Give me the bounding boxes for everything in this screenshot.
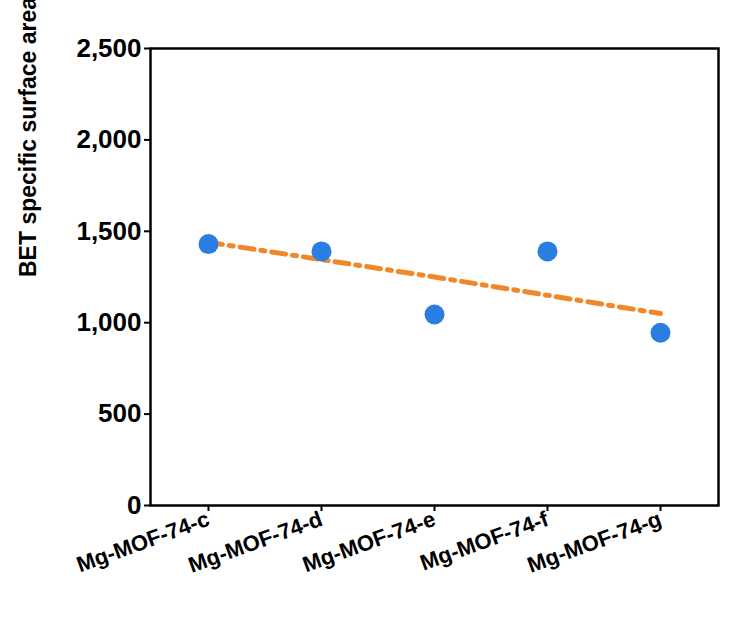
svg-text:Mg-MOF-74-e: Mg-MOF-74-e [299, 506, 438, 577]
svg-text:Mg-MOF-74-c: Mg-MOF-74-c [73, 506, 213, 578]
svg-text:Mg-MOF-74-d: Mg-MOF-74-d [185, 506, 326, 578]
svg-text:Mg-MOF-74-f: Mg-MOF-74-f [416, 506, 552, 576]
svg-text:BET specific surface area(m²/g: BET specific surface area(m²/g) [15, 0, 41, 277]
svg-text:1,500: 1,500 [76, 216, 141, 246]
svg-text:500: 500 [98, 398, 141, 428]
svg-text:0: 0 [127, 490, 141, 520]
svg-text:2,000: 2,000 [76, 124, 141, 154]
svg-text:1,000: 1,000 [76, 307, 141, 337]
svg-text:2,500: 2,500 [76, 33, 141, 63]
svg-text:Mg-MOF-74-g: Mg-MOF-74-g [524, 506, 665, 578]
